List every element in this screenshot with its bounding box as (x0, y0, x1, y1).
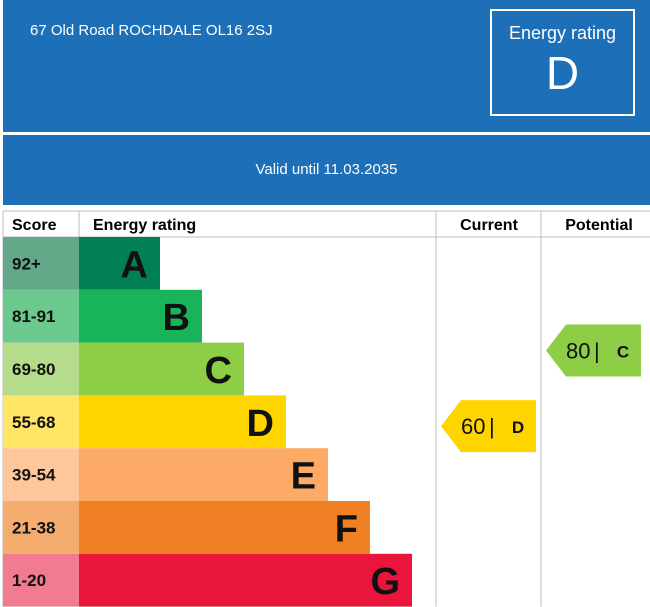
energy-rating-label: Energy rating (508, 23, 617, 43)
rating-letter: E (291, 456, 316, 498)
score-label: 55-68 (12, 413, 55, 432)
rating-letter: B (163, 297, 190, 339)
rating-letter: D (247, 403, 274, 445)
property-address: 67 Old Road ROCHDALE OL16 2SJ (30, 22, 273, 39)
header-score: Score (12, 217, 57, 234)
rating-bar (79, 395, 286, 449)
score-cell (3, 237, 79, 290)
score-cell (3, 448, 79, 501)
rating-letter: G (370, 561, 400, 603)
validity-banner: Valid until 11.03.2035 (3, 135, 650, 205)
rating-bar (79, 289, 202, 343)
potential-arrow (546, 324, 641, 377)
header-energy-rating: Energy rating (93, 217, 196, 234)
header-potential: Potential (565, 217, 633, 234)
current-separator: | (489, 414, 495, 439)
rating-letter: F (335, 508, 358, 550)
header-banner: 67 Old Road ROCHDALE OL16 2SJ Energy rat… (3, 0, 650, 132)
energy-rating-box: Energy rating D (490, 9, 635, 116)
score-label: 92+ (12, 254, 41, 273)
rating-bar (79, 501, 370, 554)
current-value: 60 (461, 414, 485, 439)
potential-value: 80 (566, 339, 590, 364)
rating-bar (79, 237, 160, 290)
energy-rating-letter: D (545, 47, 580, 99)
rating-bands: 92+ A 81-91 B 69-80 C 55-68 D 39-54 E 21-38 F 1-20 G (3, 237, 412, 607)
potential-letter: C (617, 343, 629, 362)
header-current: Current (460, 217, 518, 234)
score-cell (3, 395, 79, 449)
potential-separator: | (594, 339, 600, 364)
current-arrow (441, 400, 536, 453)
score-cell (3, 342, 79, 396)
rating-letter: C (205, 350, 232, 392)
score-cell (3, 289, 79, 343)
score-cell (3, 501, 79, 554)
score-label: 81-91 (12, 307, 55, 326)
rating-arrows: 60 | D80 | C (441, 324, 641, 453)
rating-bar (79, 448, 328, 501)
score-label: 1-20 (12, 571, 46, 590)
score-cell (3, 553, 79, 607)
rating-bar (79, 342, 244, 396)
score-label: 21-38 (12, 518, 55, 537)
rating-bar (79, 553, 412, 607)
score-label: 39-54 (12, 466, 56, 485)
current-letter: D (512, 418, 524, 437)
score-label: 69-80 (12, 360, 55, 379)
rating-letter: A (121, 244, 148, 286)
